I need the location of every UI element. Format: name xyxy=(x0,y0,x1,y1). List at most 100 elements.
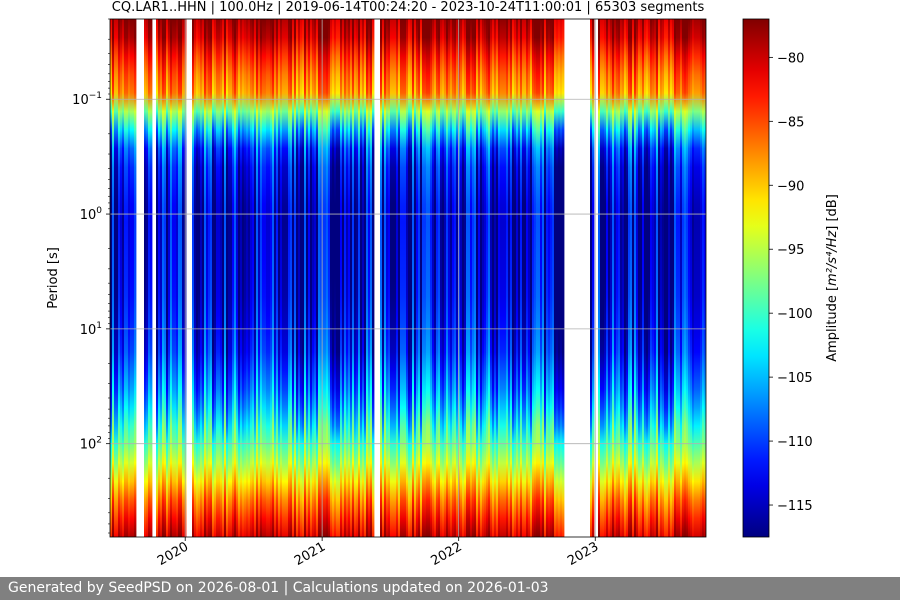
spectrogram-column xyxy=(268,19,271,537)
spectrogram-column xyxy=(144,19,147,537)
spectrogram-column xyxy=(446,19,449,537)
spectrogram-column xyxy=(166,19,169,537)
spectrogram-column xyxy=(522,19,525,537)
spectrogram-column xyxy=(112,19,115,537)
spectrogram-column xyxy=(170,19,173,537)
spectrogram-column xyxy=(550,19,553,537)
spectrogram-column xyxy=(494,19,497,537)
spectrogram-column xyxy=(124,19,127,537)
spectrogram-column xyxy=(418,19,421,537)
colorbar-tick-label: −85 xyxy=(777,115,804,130)
spectrogram-column xyxy=(420,19,423,537)
spectrogram-column xyxy=(230,19,233,537)
spectrogram-column xyxy=(546,19,549,537)
spectrogram-column xyxy=(562,19,565,537)
spectrogram-column xyxy=(368,19,371,537)
spectrogram-column xyxy=(698,19,701,537)
spectrogram-column xyxy=(146,19,149,537)
spectrogram-column xyxy=(232,19,235,537)
spectrogram-column xyxy=(270,19,273,537)
colorbar-tick-label: −80 xyxy=(777,51,804,66)
spectrogram-column xyxy=(452,19,455,537)
spectrogram-column xyxy=(214,19,217,537)
spectrogram-column xyxy=(656,19,659,537)
x-tick-label: 2023 xyxy=(565,539,601,569)
spectrogram-column xyxy=(320,19,323,537)
spectrogram-column xyxy=(256,19,259,537)
spectrogram-column xyxy=(640,19,643,537)
spectrogram-column xyxy=(552,19,555,537)
spectrogram-column xyxy=(508,19,511,537)
spectrogram-column xyxy=(674,19,677,537)
spectrogram-column xyxy=(240,19,243,537)
spectrogram-column xyxy=(262,19,265,537)
spectrogram-column xyxy=(248,19,251,537)
spectrogram-column xyxy=(380,19,383,537)
spectrogram-column xyxy=(358,19,361,537)
spectrogram-column xyxy=(228,19,231,537)
spectrogram-column xyxy=(488,19,491,537)
y-axis-label: Period [s] xyxy=(46,247,61,309)
spectrogram-column xyxy=(156,19,159,537)
spectrogram-column xyxy=(598,19,601,537)
spectrogram-column xyxy=(430,19,433,537)
spectrogram-column xyxy=(652,19,655,537)
spectrogram-column xyxy=(172,19,175,537)
colorbar-tick-label: −100 xyxy=(777,307,813,322)
spectrogram-column xyxy=(206,19,209,537)
spectrogram-column xyxy=(200,19,203,537)
spectrogram-column xyxy=(258,19,261,537)
chart-title: CQ.LAR1..HHN | 100.0Hz | 2019-06-14T00:2… xyxy=(112,0,705,15)
spectrogram-column xyxy=(412,19,415,537)
spectrogram-column xyxy=(132,19,135,537)
colorbar-tick-label: −115 xyxy=(777,499,813,514)
spectrogram-column xyxy=(292,19,295,537)
spectrogram-column xyxy=(520,19,523,537)
spectrogram-column xyxy=(218,19,221,537)
spectrogram-column xyxy=(506,19,509,537)
colorbar-frame xyxy=(742,18,770,538)
spectrogram-column xyxy=(646,19,649,537)
spectrogram-column xyxy=(312,19,315,537)
spectrogram-column xyxy=(624,19,627,537)
spectrogram-column xyxy=(210,19,213,537)
spectrogram-column xyxy=(676,19,679,537)
spectrogram-column xyxy=(198,19,201,537)
spectrogram-column xyxy=(680,19,683,537)
spectrogram-column xyxy=(370,19,373,537)
spectrogram-column xyxy=(326,19,329,537)
spectrogram-column xyxy=(670,19,673,537)
colorbar: −80 −85 −90 −95 −100 −105 −110 −115 xyxy=(742,18,813,538)
colorbar-gradient xyxy=(743,19,769,537)
spectrogram-column xyxy=(310,19,313,537)
spectrogram-column xyxy=(502,19,505,537)
spectrogram-column xyxy=(556,19,559,537)
spectrogram-column xyxy=(364,19,367,537)
spectrogram-column xyxy=(294,19,297,537)
spectrogram-column xyxy=(354,19,357,537)
spectrogram-column xyxy=(432,19,435,537)
spectrogram-column xyxy=(482,19,485,537)
spectrogram-column xyxy=(236,19,239,537)
spectrogram-column xyxy=(492,19,495,537)
spectrogram-column xyxy=(534,19,537,537)
spectrogram-column xyxy=(118,19,121,537)
spectrogram-column xyxy=(164,19,167,537)
spectrogram-column xyxy=(338,19,341,537)
spectrogram-column xyxy=(226,19,229,537)
spectrogram-column xyxy=(682,19,685,537)
spectrogram-column xyxy=(538,19,541,537)
spectrogram-column xyxy=(178,19,181,537)
plot-area xyxy=(110,19,706,537)
spectrogram-column xyxy=(408,19,411,537)
spectrogram-column xyxy=(204,19,207,537)
spectrogram-column xyxy=(304,19,307,537)
spectrogram-column xyxy=(390,19,393,537)
spectrogram-column xyxy=(208,19,211,537)
spectrogram-column xyxy=(694,19,697,537)
spectrogram-column xyxy=(406,19,409,537)
spectrogram-column xyxy=(160,19,163,537)
spectrogram-column xyxy=(222,19,225,537)
spectrogram-column xyxy=(212,19,215,537)
spectrogram-column xyxy=(318,19,321,537)
